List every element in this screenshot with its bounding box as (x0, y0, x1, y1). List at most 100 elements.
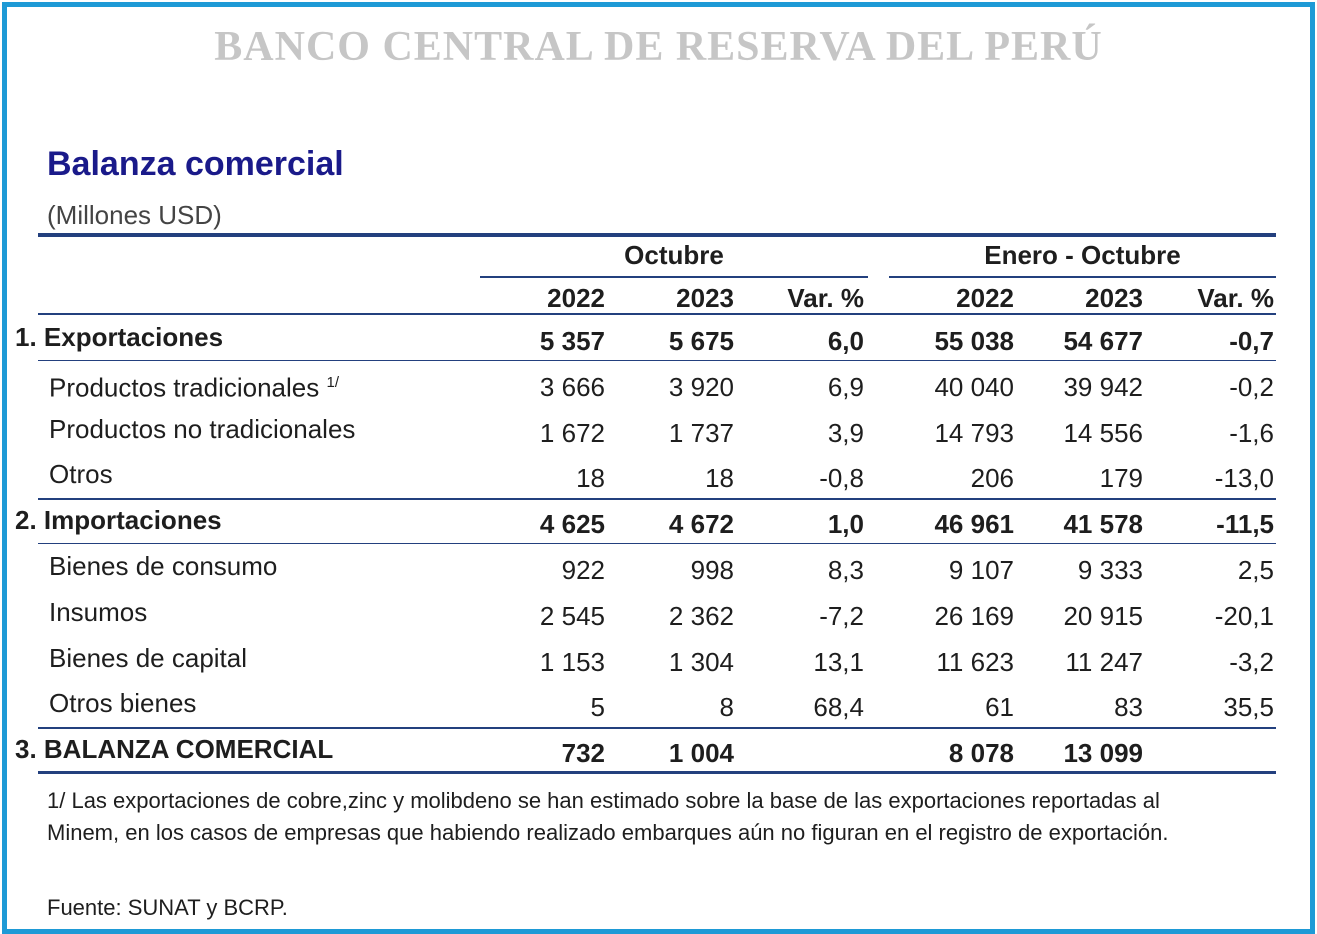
cell: 41 578 (1063, 509, 1143, 540)
footnote: 1/ Las exportaciones de cobre,zinc y mol… (47, 788, 1169, 845)
cell: 6,0 (827, 326, 864, 356)
row-label-text: 3. BALANZA COMERCIAL (15, 733, 334, 764)
row-label: 1. Exportaciones (15, 322, 223, 352)
cell: 922 (561, 555, 605, 586)
cell: -3,2 (1229, 646, 1274, 677)
cell: 3,9 (827, 417, 864, 448)
units: (Millones USD) (47, 200, 222, 230)
cell: 13,1 (813, 646, 864, 677)
cell: -0,8 (819, 463, 864, 494)
cell: -13,0 (1214, 463, 1274, 494)
cell: 55 038 (934, 326, 1014, 356)
cell: 1,0 (827, 509, 864, 540)
row-label-text: Bienes de consumo (49, 551, 278, 582)
row-label-text: Otros (49, 459, 113, 490)
cell: 2,5 (1237, 555, 1274, 586)
row-label: Productos tradicionales 1/ (49, 368, 339, 403)
row-label: 2. Importaciones (15, 505, 222, 535)
cell: 26 169 (934, 600, 1014, 631)
cell: 61 (985, 692, 1014, 723)
row-label: Otros (49, 459, 113, 489)
row-label: Insumos (49, 597, 147, 627)
cell: 1 304 (668, 646, 734, 677)
cell: 14 556 (1063, 417, 1143, 448)
row-label: Otros bienes (49, 688, 196, 718)
cell: -7,2 (819, 600, 864, 631)
cell: 206 (970, 463, 1014, 494)
group-header: Enero - Octubre (984, 240, 1181, 270)
cell: -0,2 (1229, 372, 1274, 402)
row-label: Bienes de capital (49, 643, 247, 673)
cell: 8 (719, 692, 734, 723)
cell: 5 357 (539, 326, 605, 356)
cell: 11 623 (936, 646, 1014, 677)
header-rule (38, 313, 1276, 315)
column-header: 2023 (676, 283, 734, 313)
cell: 18 (705, 463, 734, 494)
cell: 2 545 (539, 600, 605, 631)
cell: 11 247 (1065, 646, 1143, 677)
row-label: 3. BALANZA COMERCIAL (15, 734, 333, 764)
row-label-text: Otros bienes (49, 688, 197, 719)
row-label-text: Bienes de capital (49, 642, 248, 673)
cell: 8 078 (948, 737, 1014, 768)
cell: 83 (1114, 692, 1143, 723)
cell: -0,7 (1229, 326, 1274, 356)
cell: 6,9 (827, 372, 864, 402)
row-label-text: Productos tradicionales (49, 372, 320, 403)
source: Fuente: SUNAT y BCRP. (47, 895, 288, 920)
row-rule (38, 543, 1276, 545)
group-rule (480, 276, 868, 278)
row-label-text: 1. Exportaciones (15, 322, 224, 352)
cell: 5 (590, 692, 605, 723)
top-rule (38, 233, 1276, 237)
group-header: Octubre (624, 240, 724, 270)
cell: 3 920 (668, 372, 734, 402)
cell: 1 153 (539, 646, 605, 677)
column-header: Var. % (1197, 283, 1274, 313)
cell: 39 942 (1063, 372, 1143, 402)
cell: 3 666 (539, 372, 605, 402)
row-label: Productos no tradicionales (49, 414, 355, 444)
cell: 179 (1099, 463, 1143, 494)
bank-title: BANCO CENTRAL DE RESERVA DEL PERÚ (214, 24, 1103, 70)
cell: 13 099 (1063, 737, 1143, 768)
note-ref: 1/ (326, 374, 340, 391)
cell: 998 (690, 555, 734, 586)
cell: 40 040 (934, 372, 1014, 402)
cell: 68,4 (813, 692, 864, 723)
row-label: Bienes de consumo (49, 551, 277, 581)
cell: 5 675 (668, 326, 734, 356)
cell: 18 (576, 463, 605, 494)
section-rule (38, 498, 1276, 501)
row-label-text: Productos no tradicionales (49, 413, 356, 444)
cell: -1,6 (1229, 417, 1274, 448)
row-label-text: Insumos (49, 596, 148, 627)
cell: 54 677 (1063, 326, 1143, 356)
row-label-text: 2. Importaciones (15, 505, 222, 536)
cell: 9 333 (1077, 555, 1143, 586)
bottom-rule (38, 770, 1276, 774)
cell: 8,3 (827, 555, 864, 586)
cell: 732 (561, 737, 605, 768)
column-header: 2022 (547, 283, 605, 313)
row-rule (38, 360, 1276, 361)
cell: 1 672 (539, 417, 605, 448)
cell: 46 961 (934, 509, 1014, 540)
table-title: Balanza comercial (47, 145, 344, 183)
cell: 2 362 (668, 600, 734, 631)
column-header: 2022 (956, 283, 1014, 313)
section-rule (38, 726, 1276, 729)
column-header: 2023 (1085, 283, 1143, 313)
cell: -11,5 (1216, 509, 1274, 540)
cell: 4 625 (539, 509, 605, 540)
cell: 20 915 (1063, 600, 1143, 631)
cell: 4 672 (668, 509, 734, 540)
cell: 14 793 (934, 417, 1014, 448)
cell: 35,5 (1223, 692, 1274, 723)
cell: 1 737 (668, 417, 734, 448)
column-header: Var. % (787, 283, 864, 313)
cell: -20,1 (1214, 600, 1274, 631)
cell: 9 107 (948, 555, 1014, 586)
